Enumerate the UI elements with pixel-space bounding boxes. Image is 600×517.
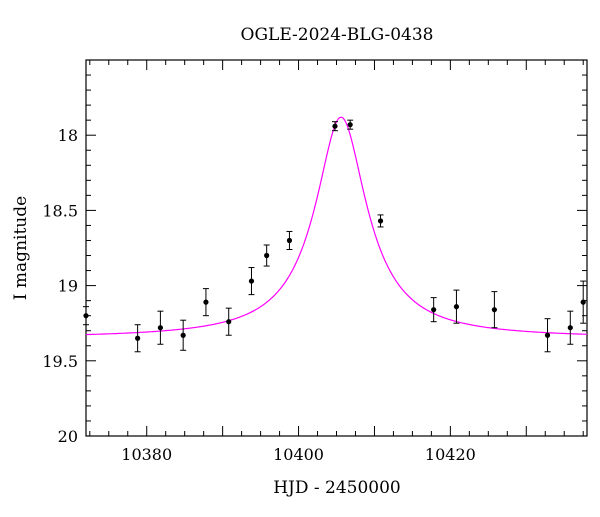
point-marker [180, 332, 186, 338]
data-point [248, 267, 255, 296]
data-point [286, 230, 293, 251]
data-point [377, 214, 384, 228]
point-marker [453, 304, 460, 310]
x-tick-label: 10420 [425, 445, 476, 464]
model-curve-layer [85, 116, 587, 336]
data-point [430, 297, 437, 323]
y-axis-label: I magnitude [11, 196, 31, 300]
model-curve [85, 116, 587, 336]
data-point [83, 306, 89, 326]
point-marker [203, 299, 209, 305]
chart-title: OGLE-2024-BLG-0438 [241, 25, 434, 45]
y-tick-label: 18.5 [42, 201, 78, 220]
y-tick-label: 20 [58, 427, 78, 446]
data-point [347, 119, 354, 130]
point-marker [332, 123, 338, 129]
point-marker [157, 325, 163, 331]
plot-frame [85, 59, 588, 437]
axis-ticks: 10380 10400 10420 18 18.5 19 19.5 20 [42, 59, 587, 464]
y-tick-label: 18 [58, 126, 78, 145]
y-tick-label: 19 [58, 277, 78, 296]
data-point [331, 121, 338, 132]
y-tick-label: 19.5 [42, 352, 78, 371]
point-marker [347, 122, 353, 128]
data-point [544, 318, 551, 353]
data-point [134, 324, 141, 353]
point-marker [286, 237, 293, 244]
point-marker [377, 218, 384, 224]
point-marker [135, 335, 141, 341]
data-point [263, 244, 270, 267]
x-tick-label: 10400 [273, 445, 324, 464]
data-points-layer [83, 119, 587, 353]
data-point [491, 291, 498, 329]
point-marker [226, 319, 232, 325]
data-point [453, 289, 460, 324]
data-point [580, 280, 587, 324]
point-marker [431, 307, 437, 313]
data-point [180, 319, 187, 351]
point-marker [567, 325, 573, 331]
data-point [202, 288, 209, 317]
point-marker [491, 307, 497, 313]
x-axis-label: HJD - 2450000 [273, 478, 401, 498]
point-marker [83, 313, 89, 319]
point-marker [580, 299, 586, 305]
point-marker [248, 278, 255, 284]
point-marker [264, 252, 270, 259]
point-marker [544, 332, 551, 338]
data-point [157, 310, 164, 345]
data-point [225, 307, 232, 336]
data-point [567, 310, 574, 345]
x-tick-label: 10380 [121, 445, 172, 464]
